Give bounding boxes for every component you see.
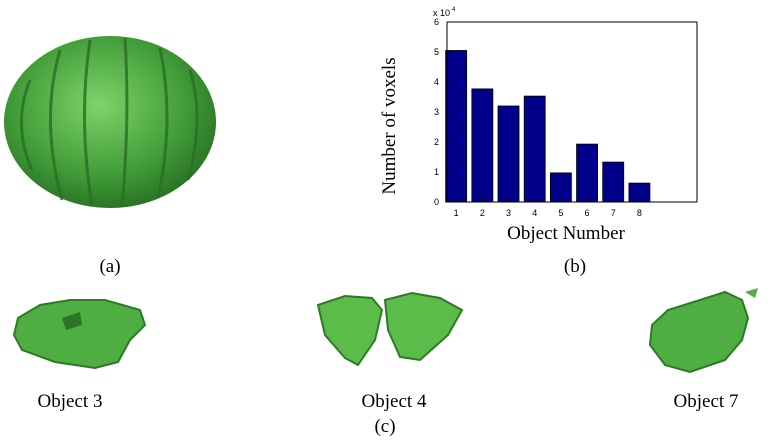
x-tick-label: 2 <box>480 208 485 218</box>
bar <box>603 162 624 202</box>
x-tick-label: 4 <box>532 208 537 218</box>
bar <box>550 173 571 202</box>
object-render <box>14 300 145 368</box>
bar <box>498 106 519 202</box>
object-label: Object 4 <box>362 391 427 412</box>
y-tick-label: 6 <box>434 17 439 27</box>
y-tick-label: 5 <box>434 47 439 57</box>
object-render <box>318 293 462 365</box>
y-tick-label: 3 <box>434 107 439 117</box>
y-multiplier: x 10 <box>433 8 450 18</box>
bar <box>524 96 545 202</box>
x-axis-label: Object Number <box>507 223 625 244</box>
x-tick-label: 7 <box>611 208 616 218</box>
y-tick-label: 1 <box>434 167 439 177</box>
x-tick-label: 6 <box>585 208 590 218</box>
caption: (b) <box>564 256 586 277</box>
bar <box>577 144 598 202</box>
y-multiplier-exponent: 4 <box>452 7 456 13</box>
figure: (a) 012345612345678x 104Object NumberNum… <box>0 0 770 442</box>
bar <box>446 51 467 203</box>
y-axis-label: Number of voxels <box>379 57 400 194</box>
y-tick-label: 4 <box>434 77 439 87</box>
x-tick-label: 5 <box>558 208 563 218</box>
y-tick-label: 2 <box>434 137 439 147</box>
object-label: Object 7 <box>674 391 739 412</box>
object-label: Object 3 <box>38 391 103 412</box>
x-tick-label: 8 <box>637 208 642 218</box>
caption: (a) <box>99 256 120 277</box>
y-tick-label: 0 <box>434 197 439 207</box>
bar <box>472 89 493 202</box>
object-render-a <box>4 36 216 208</box>
x-tick-label: 3 <box>506 208 511 218</box>
caption: (c) <box>374 416 395 437</box>
x-tick-label: 1 <box>454 208 459 218</box>
object-render <box>650 288 758 372</box>
